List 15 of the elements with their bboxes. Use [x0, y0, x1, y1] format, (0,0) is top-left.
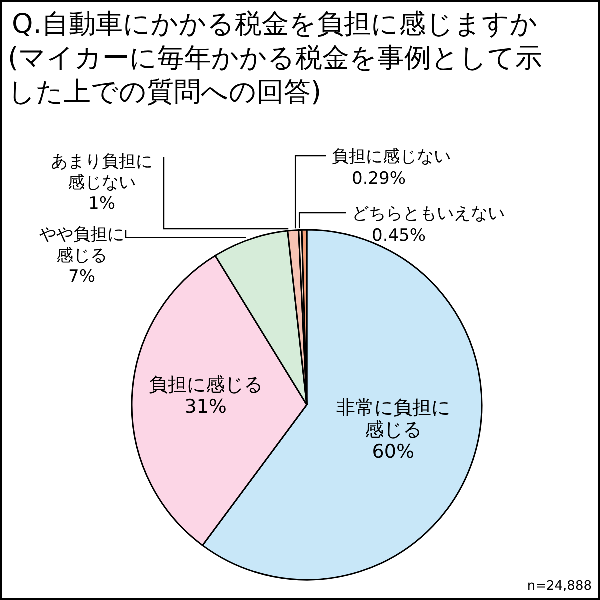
- slice-label: 非常に負担に感じる: [336, 397, 450, 442]
- slice-label: 負担に感じない: [332, 147, 451, 167]
- slice-label: 負担に感じる: [148, 374, 263, 396]
- text: n=24,888: [527, 579, 592, 594]
- data-label: 0.45%: [372, 226, 426, 246]
- slice-label: やや負担に感じる: [40, 225, 124, 266]
- chart-subtitle: (マイカーに毎年かかる税金を事例として示した上での質問への回答): [8, 42, 544, 110]
- chart-title: Q.自動車にかかる税金を負担に感じますか: [12, 8, 538, 42]
- slice-label: あまり負担に感じない: [51, 152, 153, 193]
- data-label: 31%: [184, 396, 227, 418]
- data-label: 0.29%: [352, 169, 406, 189]
- data-label: 1%: [88, 194, 116, 214]
- data-label: 7%: [68, 267, 96, 287]
- data-label: 60%: [372, 441, 415, 464]
- slice-label: どちらともいえない: [352, 204, 505, 224]
